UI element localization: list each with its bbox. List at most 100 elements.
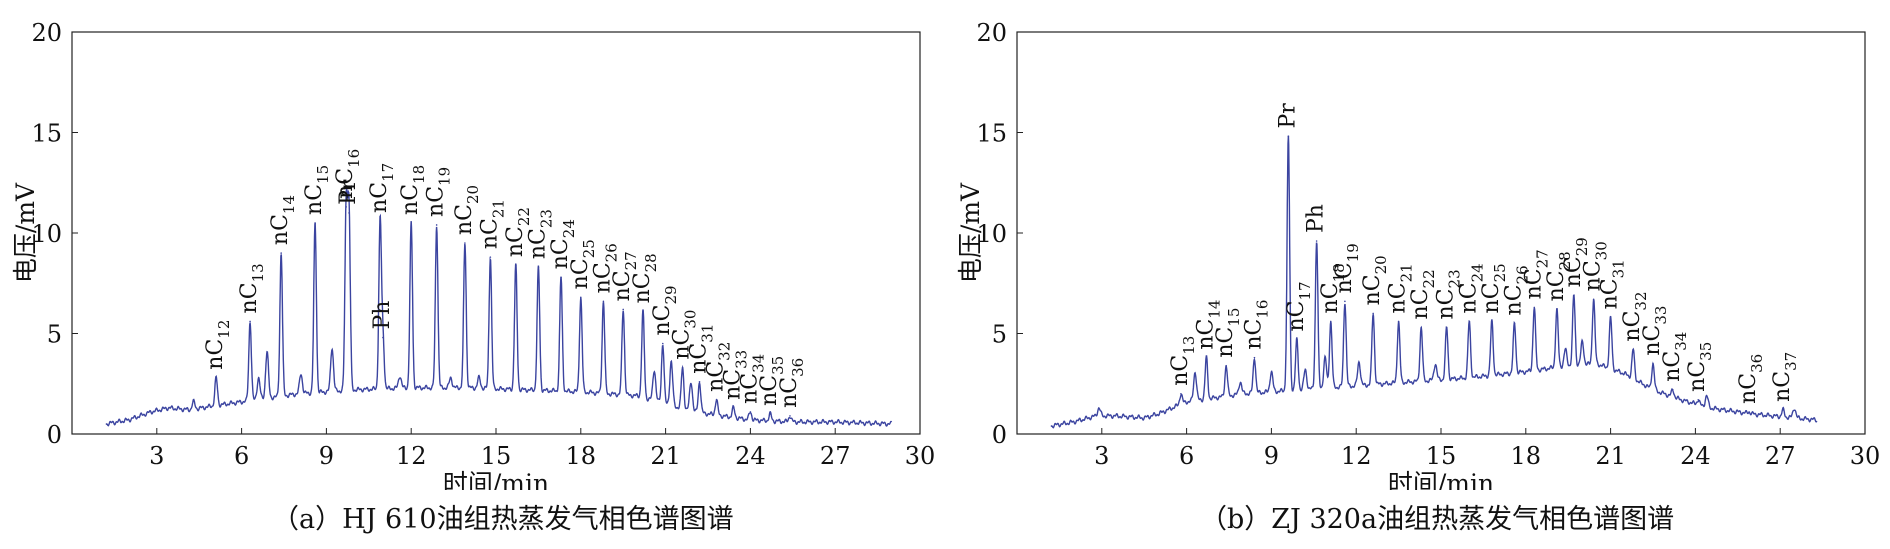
x-tick-label: 30 <box>905 442 936 470</box>
peak-label: nC21 <box>477 199 507 249</box>
peak-label: nC27 <box>1521 249 1551 299</box>
peak-point <box>348 212 350 214</box>
peak-label: nC32 <box>1620 291 1650 341</box>
x-tick-label: 15 <box>481 442 512 470</box>
y-tick-label: 15 <box>976 120 1007 148</box>
x-axis-label: 时间/min <box>1388 469 1494 490</box>
peak-label: nC29 <box>650 285 680 335</box>
peak-label: nC14 <box>1193 300 1223 350</box>
peak-point <box>410 222 413 224</box>
peak-point <box>698 380 701 383</box>
x-tick-label: 6 <box>234 442 249 470</box>
x-tick-label: 24 <box>735 442 766 470</box>
peak-label: nC27 <box>610 251 640 301</box>
peak-point <box>1420 326 1423 329</box>
peak-label: nC36 <box>777 358 807 408</box>
peak-point <box>769 413 771 415</box>
peak-point <box>1225 364 1227 367</box>
peak-label: nC29 <box>1561 237 1591 287</box>
chart-panel-a: 0 5 10 15 20 3 6 9 12 15 18 21 24 27 30 时间/min 电压/mV nC12… <box>11 19 936 535</box>
peak-label: nC30 <box>670 310 700 360</box>
peak-point <box>622 308 624 311</box>
x-axis-label: 时间/min <box>443 469 549 490</box>
peak-point <box>661 342 664 345</box>
peak-label: Pr <box>1275 103 1300 129</box>
x-tick-label: 27 <box>820 442 851 470</box>
y-tick-label: 0 <box>992 421 1007 449</box>
peak-point <box>642 310 644 313</box>
peak-point <box>1315 240 1318 242</box>
peak-point <box>1344 300 1346 303</box>
peak-label: nC31 <box>1598 259 1628 309</box>
peak-label: nC15 <box>302 165 332 215</box>
chromatogram-trace <box>105 186 893 427</box>
peak-label: nC18 <box>398 165 428 215</box>
peak-label: nC16 <box>1241 300 1271 350</box>
x-tick-label: 15 <box>1426 442 1457 470</box>
peak-label: nC24 <box>1456 263 1486 313</box>
y-tick-label: 5 <box>992 321 1007 349</box>
peak-label: nC35 <box>1685 342 1715 392</box>
peak-label: nC35 <box>757 356 787 406</box>
peak-label: nC22 <box>1408 269 1438 319</box>
peak-label: nC19 <box>424 167 454 217</box>
x-tick-label: 30 <box>1850 442 1881 470</box>
peak-point <box>1782 409 1784 411</box>
peak-point <box>1445 326 1448 329</box>
peak-label: nC20 <box>1360 255 1390 305</box>
peak-label: nC23 <box>525 209 555 259</box>
peak-label: nC25 <box>1479 263 1509 313</box>
peak-point <box>1609 316 1612 319</box>
peak-label: nC33 <box>1640 306 1670 356</box>
x-tick-label: 21 <box>650 442 681 470</box>
peak-label: nC36 <box>1736 354 1766 404</box>
y-tick-label: 10 <box>976 220 1007 248</box>
x-tick-label: 24 <box>1680 442 1711 470</box>
peak-point <box>560 276 562 279</box>
peak-point <box>1372 312 1374 315</box>
peak-point <box>1205 356 1208 359</box>
peak-label: nC24 <box>548 219 578 269</box>
peak-point <box>489 256 492 258</box>
x-tick-label: 12 <box>1341 442 1372 470</box>
x-tick-label: 18 <box>1511 442 1542 470</box>
x-tick-label: 9 <box>319 442 334 470</box>
peak-label: nC28 <box>630 253 660 303</box>
peak-label: nC30 <box>1581 241 1611 291</box>
peak-label: nC21 <box>1386 263 1416 313</box>
peak-label: nC34 <box>737 354 767 404</box>
peak-point <box>715 399 718 401</box>
peak-label: nC18 <box>1318 263 1348 313</box>
peak-label: nC31 <box>687 324 717 374</box>
peak-point <box>1329 320 1332 323</box>
peak-label: Ph <box>1304 204 1329 233</box>
y-tick-label: 10 <box>31 220 62 248</box>
peak-point <box>379 220 381 222</box>
peak-label: nC25 <box>568 239 598 289</box>
peak-point <box>1592 298 1595 301</box>
chromatogram-trace <box>1050 135 1818 429</box>
peak-point <box>789 415 791 417</box>
y-axis-label: 电压/mV <box>956 182 985 283</box>
peak-point <box>1697 399 1700 401</box>
peak-point <box>580 296 582 299</box>
x-tick-label: 27 <box>1765 442 1796 470</box>
peak-point <box>215 376 217 379</box>
peak-point <box>1652 362 1654 365</box>
x-tick-label: 6 <box>1179 442 1194 470</box>
peak-point <box>435 224 438 226</box>
peak-label: nC32 <box>703 342 733 392</box>
peak-point <box>464 242 466 244</box>
peak-label: nC23 <box>1434 269 1464 319</box>
peak-point <box>249 320 251 323</box>
y-axis-label: 电压/mV <box>11 182 40 283</box>
y-tick-label: 0 <box>47 421 62 449</box>
peak-point <box>1180 393 1182 395</box>
peak-label: nC20 <box>452 185 482 235</box>
peak-label: nC37 <box>1770 352 1800 402</box>
peak-label: nC26 <box>1501 265 1531 315</box>
peak-label: nC28 <box>1544 251 1574 301</box>
peak-label: Ph <box>370 301 395 330</box>
peak-label: nC33 <box>720 350 750 400</box>
peak-label: nC34 <box>1660 332 1690 382</box>
